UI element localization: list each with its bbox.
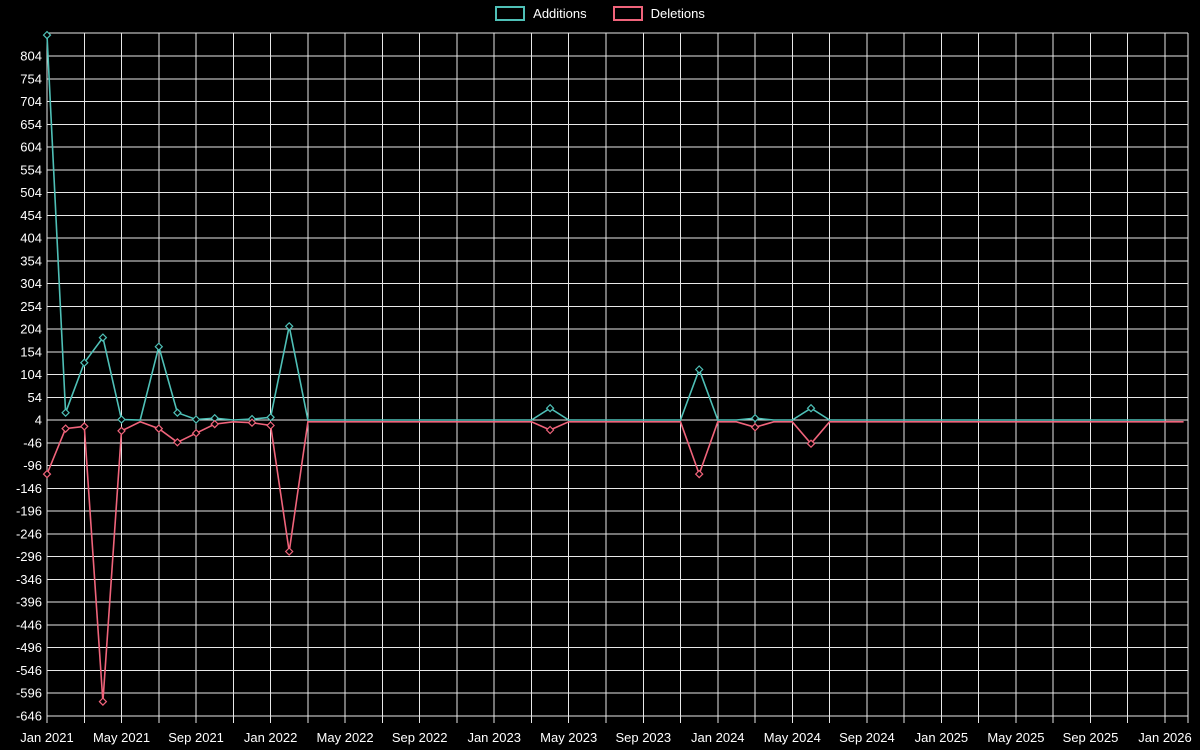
svg-text:May 2025: May 2025	[987, 730, 1044, 745]
svg-text:104: 104	[20, 367, 42, 382]
svg-text:604: 604	[20, 140, 42, 155]
svg-text:4: 4	[35, 413, 42, 428]
svg-text:Jan 2026: Jan 2026	[1138, 730, 1192, 745]
svg-text:-96: -96	[23, 458, 42, 473]
y-axis-labels: 8047547046546045545044544043543042542041…	[16, 49, 42, 724]
legend-item-additions[interactable]: Additions	[495, 6, 587, 21]
svg-text:Jan 2025: Jan 2025	[915, 730, 969, 745]
svg-text:654: 654	[20, 117, 42, 132]
grid-vertical	[46, 33, 1189, 723]
svg-text:Jan 2021: Jan 2021	[20, 730, 74, 745]
svg-text:-146: -146	[16, 481, 42, 496]
svg-text:-596: -596	[16, 686, 42, 701]
svg-text:154: 154	[20, 344, 42, 359]
svg-text:-496: -496	[16, 640, 42, 655]
svg-text:754: 754	[20, 71, 42, 86]
svg-text:May 2024: May 2024	[764, 730, 821, 745]
additions-legend-label: Additions	[533, 6, 587, 21]
svg-text:Sep 2021: Sep 2021	[168, 730, 224, 745]
svg-text:-46: -46	[23, 435, 42, 450]
x-axis-labels: Jan 2021 May 2021 Sep 2021 Jan 2022 May 2022…	[20, 730, 1192, 745]
svg-text:-196: -196	[16, 504, 42, 519]
svg-text:704: 704	[20, 94, 42, 109]
svg-text:804: 804	[20, 49, 42, 64]
svg-text:504: 504	[20, 185, 42, 200]
svg-text:Sep 2025: Sep 2025	[1063, 730, 1119, 745]
series-deletions-line	[46, 420, 1184, 702]
series-additions-line	[46, 35, 1165, 421]
svg-text:304: 304	[20, 276, 42, 291]
series-deletions-markers	[42, 418, 816, 706]
svg-text:-546: -546	[16, 663, 42, 678]
svg-text:Jan 2023: Jan 2023	[467, 730, 521, 745]
svg-text:Sep 2022: Sep 2022	[392, 730, 448, 745]
svg-text:Sep 2024: Sep 2024	[839, 730, 895, 745]
svg-text:-296: -296	[16, 549, 42, 564]
svg-text:-346: -346	[16, 572, 42, 587]
svg-text:May 2021: May 2021	[93, 730, 150, 745]
svg-text:54: 54	[28, 390, 42, 405]
grid-horizontal	[47, 32, 1188, 717]
svg-text:204: 204	[20, 322, 42, 337]
svg-text:Jan 2022: Jan 2022	[244, 730, 298, 745]
svg-text:254: 254	[20, 299, 42, 314]
svg-text:-396: -396	[16, 595, 42, 610]
additions-swatch-icon	[495, 6, 526, 21]
svg-text:354: 354	[20, 253, 42, 268]
svg-text:May 2022: May 2022	[317, 730, 374, 745]
svg-text:554: 554	[20, 162, 42, 177]
svg-text:-246: -246	[16, 526, 42, 541]
deletions-swatch-icon	[612, 6, 643, 21]
svg-text:Sep 2023: Sep 2023	[615, 730, 671, 745]
deletions-legend-label: Deletions	[650, 6, 705, 21]
chart-legend: Additions Deletions	[0, 6, 1200, 21]
svg-text:454: 454	[20, 208, 42, 223]
svg-text:404: 404	[20, 231, 42, 246]
svg-text:Jan 2024: Jan 2024	[691, 730, 745, 745]
svg-text:-646: -646	[16, 708, 42, 723]
legend-item-deletions[interactable]: Deletions	[612, 6, 705, 21]
svg-text:-446: -446	[16, 617, 42, 632]
svg-text:May 2023: May 2023	[540, 730, 597, 745]
